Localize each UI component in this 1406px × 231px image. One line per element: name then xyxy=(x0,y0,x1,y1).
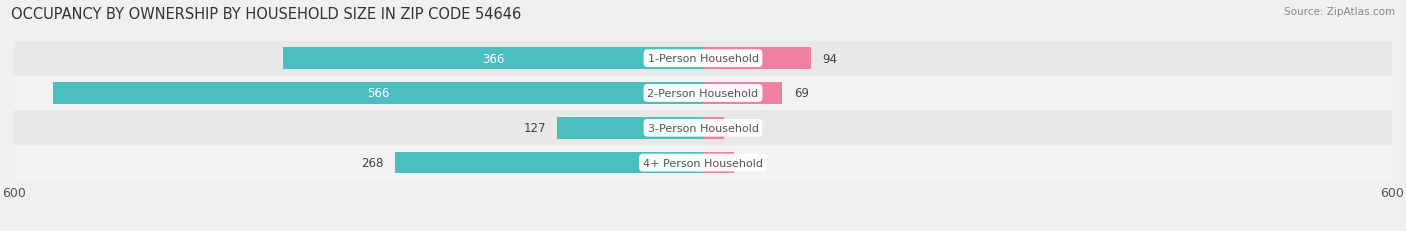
Bar xyxy=(53,83,703,104)
Text: 94: 94 xyxy=(823,52,838,65)
Text: 366: 366 xyxy=(482,52,505,65)
Bar xyxy=(395,152,703,174)
Text: 69: 69 xyxy=(794,87,808,100)
Text: 27: 27 xyxy=(745,156,761,169)
Text: 3-Person Household: 3-Person Household xyxy=(648,123,758,133)
Bar xyxy=(703,83,782,104)
Text: 2-Person Household: 2-Person Household xyxy=(647,88,759,99)
Text: Source: ZipAtlas.com: Source: ZipAtlas.com xyxy=(1284,7,1395,17)
Text: 268: 268 xyxy=(361,156,384,169)
Bar xyxy=(14,146,1392,180)
Bar xyxy=(14,111,1392,146)
Bar xyxy=(14,42,1392,76)
Text: 566: 566 xyxy=(367,87,389,100)
Text: 4+ Person Household: 4+ Person Household xyxy=(643,158,763,168)
Bar xyxy=(557,118,703,139)
Bar xyxy=(703,152,734,174)
Text: OCCUPANCY BY OWNERSHIP BY HOUSEHOLD SIZE IN ZIP CODE 54646: OCCUPANCY BY OWNERSHIP BY HOUSEHOLD SIZE… xyxy=(11,7,522,22)
Text: 18: 18 xyxy=(735,122,749,135)
Bar xyxy=(703,48,811,70)
Bar xyxy=(703,118,724,139)
Text: 127: 127 xyxy=(523,122,546,135)
Bar xyxy=(283,48,703,70)
Text: 1-Person Household: 1-Person Household xyxy=(648,54,758,64)
Bar xyxy=(14,76,1392,111)
